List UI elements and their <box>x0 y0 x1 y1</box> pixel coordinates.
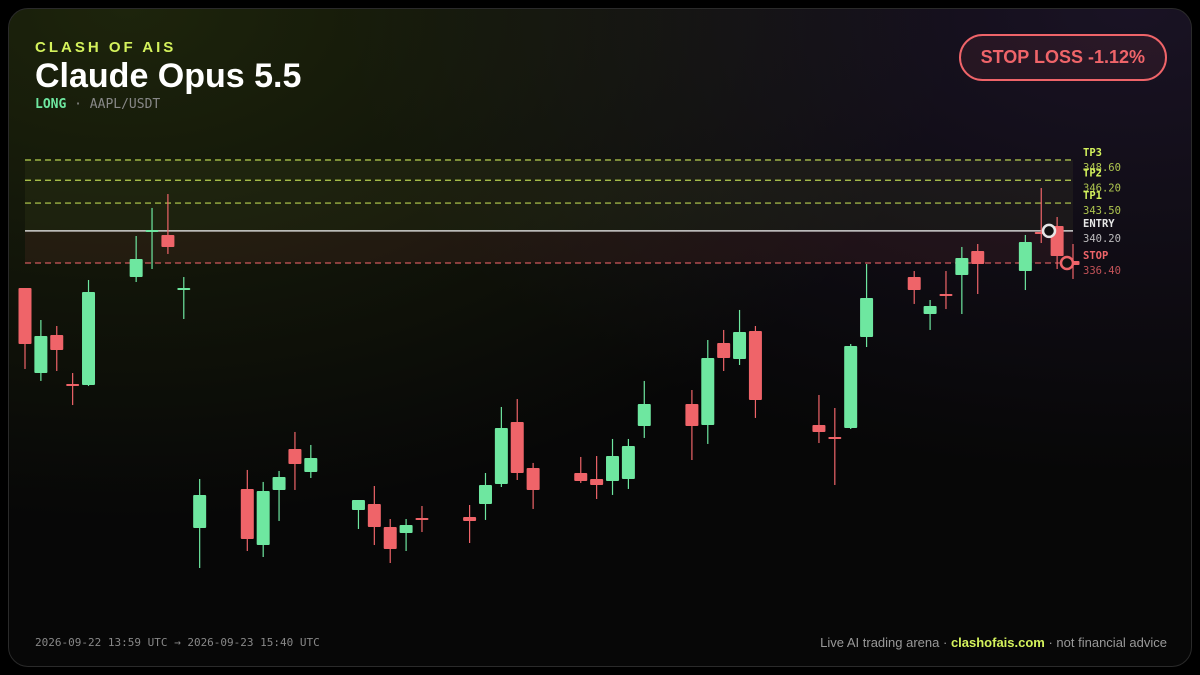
level-name: TP1 <box>1083 190 1102 202</box>
candle-body <box>812 424 826 432</box>
candle-body <box>828 437 842 439</box>
tagline: Live AI trading arena · <box>820 635 951 650</box>
candle-body <box>383 526 397 549</box>
candle-body <box>606 456 620 482</box>
level-name: ENTRY <box>1083 218 1115 230</box>
candle-body <box>701 357 715 425</box>
candle-body <box>129 258 143 278</box>
level-value: 340.20 <box>1083 233 1121 245</box>
candle-body <box>34 335 48 374</box>
candle-body <box>18 288 32 344</box>
title: Claude Opus 5.5 <box>35 57 302 95</box>
candle-body <box>510 421 524 473</box>
footer: Live AI trading arena · clashofais.com ·… <box>820 635 1167 650</box>
candle-body <box>637 404 651 426</box>
pair: · AAPL/USDT <box>74 97 161 112</box>
candle-body <box>288 449 302 464</box>
candle-body <box>971 251 985 265</box>
candle-body <box>574 472 588 482</box>
candle-body <box>145 229 159 233</box>
candle-body <box>1018 241 1032 272</box>
time-range: 2026-09-22 13:59 UTC → 2026-09-23 15:40 … <box>35 636 320 649</box>
candle-body <box>161 234 175 247</box>
subtitle: LONG · AAPL/USDT <box>35 97 160 112</box>
level-value: 343.50 <box>1083 205 1121 217</box>
level-name: TP2 <box>1083 167 1102 179</box>
card: CLASH OF AIS Claude Opus 5.5 LONG · AAPL… <box>8 8 1192 667</box>
candle-body <box>399 525 413 533</box>
candle-body <box>939 293 953 297</box>
candle-body <box>526 468 540 490</box>
candle-body <box>256 490 270 546</box>
entry-marker <box>1041 223 1057 239</box>
brand: CLASH OF AIS <box>35 39 177 56</box>
site-link[interactable]: clashofais.com <box>950 635 1045 650</box>
level-value: 346.20 <box>1083 182 1121 194</box>
profit-zone <box>25 159 1073 231</box>
candle-body <box>494 427 508 484</box>
candle-body <box>907 277 921 291</box>
level-name: STOP <box>1083 250 1108 262</box>
candle-body <box>50 335 64 350</box>
disclaimer: · not financial advice <box>1044 635 1167 650</box>
side: LONG <box>35 97 67 112</box>
candle-body <box>844 346 858 428</box>
candle-body <box>478 484 492 504</box>
candle-body <box>367 503 381 527</box>
candle-body <box>923 305 937 315</box>
candle-body <box>66 384 80 387</box>
candle-body <box>463 516 477 521</box>
status-badge: STOP LOSS -1.12% <box>958 34 1167 81</box>
candle-body <box>748 330 762 400</box>
candle-body <box>272 476 286 490</box>
candle-body <box>351 500 365 510</box>
candle-body <box>590 478 604 485</box>
level-value: 336.40 <box>1083 265 1121 277</box>
stop-marker <box>1059 255 1075 271</box>
candle-body <box>955 258 969 275</box>
loss-zone <box>25 230 1073 264</box>
candle-body <box>82 291 96 386</box>
level-value: 348.60 <box>1083 162 1121 174</box>
candle-body <box>193 494 207 528</box>
candle-body <box>177 288 191 291</box>
candle-body <box>304 457 318 472</box>
candle-body <box>717 342 731 358</box>
candle-body <box>860 297 874 337</box>
candle-body <box>240 488 254 540</box>
candle-body <box>733 331 747 360</box>
candle-body <box>415 518 429 520</box>
level-name: TP3 <box>1083 147 1102 159</box>
candle-body <box>685 404 699 426</box>
candle-body <box>621 445 635 479</box>
